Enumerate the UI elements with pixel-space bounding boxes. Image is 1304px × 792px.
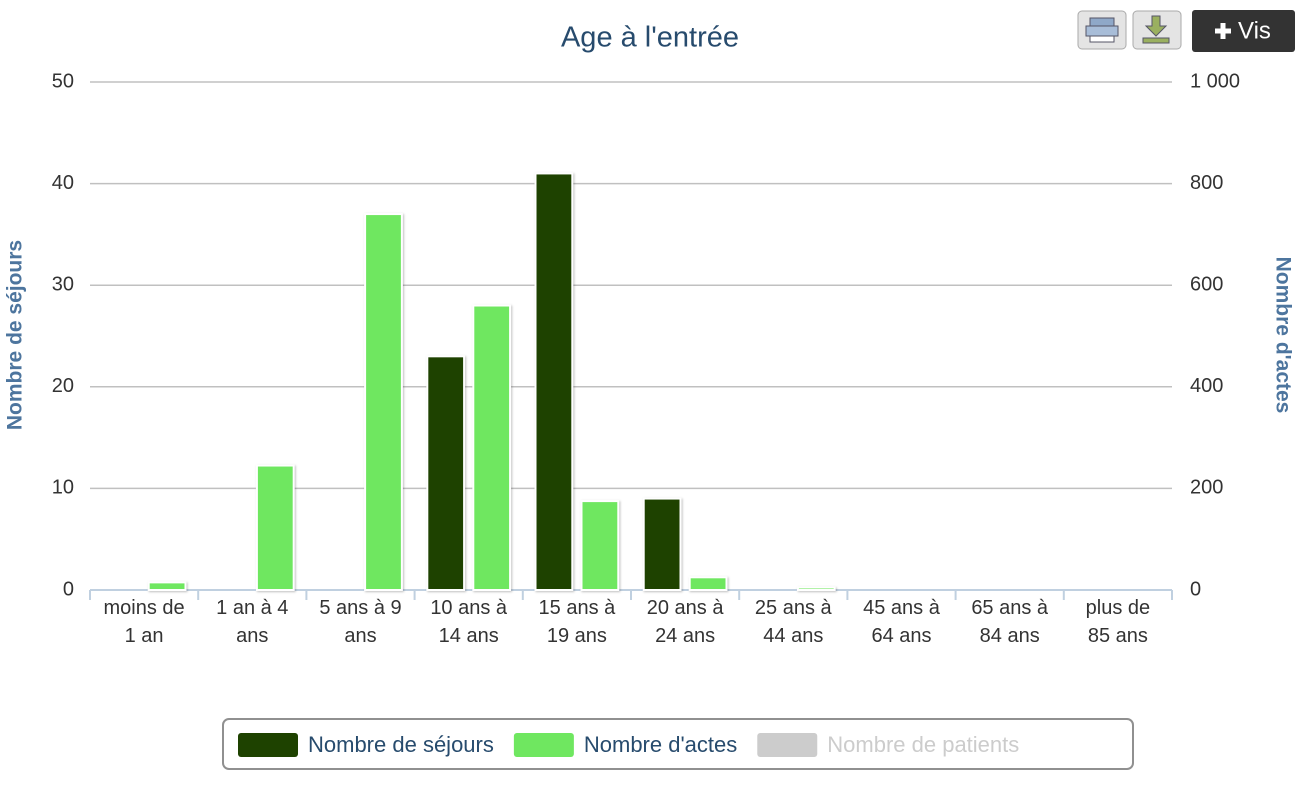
legend-swatch — [513, 733, 574, 757]
y-tick-label: 10 — [52, 477, 74, 499]
legend-swatch — [238, 733, 298, 757]
y-axis-title: Nombre de séjours — [4, 240, 27, 430]
y-tick-label: 30 — [52, 273, 74, 295]
vis-label[interactable]: Vis — [1238, 17, 1271, 44]
y-tick-label: 0 — [63, 578, 74, 600]
bar — [364, 213, 403, 592]
bar — [472, 304, 512, 591]
legend-box — [222, 718, 1134, 770]
legend-label: Nombre de séjours — [308, 732, 494, 757]
y-tick-label: 20 — [52, 375, 74, 397]
x-tick-label: 5 ans à 9 ans — [319, 597, 402, 647]
legend-item[interactable]: Nombre de séjours — [238, 732, 494, 757]
legend-swatch — [757, 733, 818, 757]
x-tick-label: 65 ans à 84 ans — [971, 597, 1049, 647]
bar — [255, 464, 295, 592]
y2-tick-label: 600 — [1190, 273, 1223, 295]
legend-item[interactable]: Nombre de patients — [757, 732, 1019, 757]
legend-label: Nombre de patients — [827, 732, 1019, 757]
bar — [580, 500, 620, 592]
x-tick-label: 10 ans à 14 ans — [430, 597, 508, 647]
legend-label: Nombre d'actes — [584, 732, 737, 757]
y2-tick-label: 800 — [1190, 172, 1223, 194]
x-tick-label: 25 ans à 44 ans — [754, 597, 832, 647]
y2-axis-title: Nombre d'actes — [1271, 257, 1294, 414]
bar — [147, 581, 187, 592]
bar — [796, 586, 836, 592]
y-tick-label: 50 — [52, 70, 74, 92]
y2-tick-label: 400 — [1190, 375, 1223, 397]
bar — [688, 576, 728, 591]
y2-tick-label: 0 — [1190, 578, 1201, 600]
bar — [642, 497, 682, 591]
vis-button[interactable]: Vis — [1192, 10, 1295, 52]
y2-tick-label: 1 000 — [1190, 70, 1240, 92]
x-tick-label: moins de 1 an — [103, 597, 185, 647]
x-tick-label: 45 ans à 64 ans — [863, 597, 940, 647]
x-tick-label: 15 ans à 19 ans — [538, 597, 616, 647]
x-tick-label: 1 an à 4 ans — [216, 597, 289, 647]
y-tick-label: 40 — [52, 172, 74, 194]
print-button[interactable] — [1077, 10, 1127, 50]
chart-title: Age à l'entrée — [561, 22, 739, 54]
bar — [534, 172, 574, 591]
y2-tick-label: 200 — [1190, 477, 1223, 499]
legend-item[interactable]: Nombre d'actes — [513, 732, 737, 757]
x-tick-label: plus de 85 ans — [1085, 597, 1151, 647]
x-tick-label: 20 ans à 24 ans — [646, 597, 724, 647]
bar — [426, 355, 466, 591]
download-button[interactable] — [1132, 10, 1182, 50]
